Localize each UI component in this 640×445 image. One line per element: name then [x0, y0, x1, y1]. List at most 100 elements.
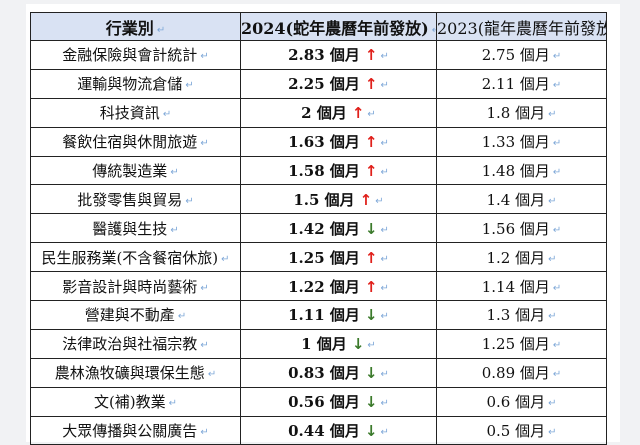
industry-name: 運輸與物流倉儲: [77, 75, 183, 94]
table-row: 文(補)教業 ↵ 0.56 個月 ↓ ↵ 0.6 個月 ↵: [30, 386, 607, 417]
bonus-2024-value: 1.63 個月: [288, 133, 360, 152]
table-row: 運輸與物流倉儲 ↵ 2.25 個月 ↑ ↵ 2.11 個月 ↵: [30, 68, 607, 99]
bonus-2024-cell: 2.83 個月 ↑ ↵: [240, 40, 437, 70]
bonus-2024-cell: 0.83 個月 ↓ ↵: [240, 357, 437, 388]
bonus-2023-value: 1.4 個月: [486, 190, 546, 209]
paragraph-mark-icon: ↵: [552, 167, 562, 178]
industry-name: 醫護與生技: [92, 219, 168, 238]
arrow-down-icon: ↓: [364, 393, 378, 412]
bonus-2023-cell: 1.8 個月 ↵: [436, 97, 607, 128]
arrow-up-icon: ↑: [364, 162, 378, 180]
bonus-2024-value: 1.42 個月: [288, 219, 360, 238]
paragraph-mark-icon: ↵: [552, 369, 562, 381]
paragraph-mark-icon: ↵: [200, 138, 209, 150]
bonus-2024-cell: 1.58 個月 ↑ ↵: [240, 155, 437, 186]
industry-name: 法律政治與社福宗教: [62, 335, 198, 354]
industry-cell: 文(補)教業 ↵: [30, 386, 241, 417]
table-body: 金融保險與會計統計 ↵ 2.83 個月 ↑ ↵ 2.75 個月 ↵ 運輸與物流倉儲 ↵ 2.25 …: [30, 40, 607, 445]
paragraph-mark-icon: ↵: [552, 138, 562, 150]
bonus-2023-cell: 1.25 個月 ↵: [436, 328, 607, 359]
bonus-2023-value: 1.48 個月: [481, 162, 550, 180]
table-row: 醫護與生技 ↵ 1.42 個月 ↓ ↵ 1.56 個月 ↵: [30, 213, 607, 244]
bonus-2023-cell: 1.33 個月 ↵: [436, 126, 607, 157]
bonus-2023-value: 1.8 個月: [486, 104, 546, 123]
industry-name: 科技資訊: [99, 104, 160, 123]
industry-name: 民生服務業(不含餐宿休旅): [41, 248, 219, 267]
table-row: 影音設計與時尚藝術 ↵ 1.22 個月 ↑ ↵ 1.14 個月 ↵: [30, 271, 607, 302]
industry-cell: 科技資訊 ↵: [30, 97, 241, 128]
paragraph-mark-icon: ↵: [200, 282, 209, 294]
industry-cell: 大眾傳播與公關廣告 ↵: [30, 415, 241, 445]
bonus-2024-value: 1.11 個月: [288, 306, 360, 325]
industry-name: 農林漁牧礦與環保生態: [54, 364, 205, 383]
industry-name: 金融保險與會計統計: [62, 46, 198, 65]
table-row: 金融保險與會計統計 ↵ 2.83 個月 ↑ ↵ 2.75 個月 ↵: [30, 40, 607, 70]
paragraph-mark-icon: ↵: [375, 195, 384, 207]
bonus-2024-cell: 0.56 個月 ↓ ↵: [240, 386, 437, 417]
bonus-2024-cell: 1.63 個月 ↑ ↵: [240, 126, 437, 157]
bonus-2023-value: 1.56 個月: [481, 219, 550, 238]
table-row: 農林漁牧礦與環保生態 ↵ 0.83 個月 ↓ ↵ 0.89 個月 ↵: [30, 357, 607, 388]
bonus-2023-cell: 1.48 個月 ↵: [436, 155, 607, 186]
paragraph-mark-icon: ↵: [380, 427, 389, 439]
industry-name: 批發零售與貿易: [77, 190, 183, 209]
arrow-down-icon: ↓: [364, 306, 378, 325]
paragraph-mark-icon: ↵: [170, 167, 179, 178]
paragraph-mark-icon: ↵: [200, 51, 209, 63]
bonus-2023-cell: 0.89 個月 ↵: [436, 357, 607, 388]
bonus-2023-value: 2.11 個月: [481, 75, 550, 94]
bonus-2023-value: 1.14 個月: [481, 277, 550, 296]
industry-cell: 農林漁牧礦與環保生態 ↵: [30, 357, 241, 388]
paragraph-mark-icon: ↵: [185, 195, 194, 207]
industry-cell: 批發零售與貿易 ↵: [30, 184, 241, 215]
paragraph-mark-icon: ↵: [548, 427, 557, 439]
bonus-2023-value: 1.3 個月: [486, 306, 546, 325]
arrow-up-icon: ↑: [364, 75, 378, 94]
table-row: 法律政治與社福宗教 ↵ 1 個月 ↓ ↵ 1.25 個月 ↵: [30, 328, 607, 359]
industry-cell: 民生服務業(不含餐宿休旅) ↵: [30, 242, 241, 273]
industry-name: 文(補)教業: [93, 393, 166, 412]
arrow-down-icon: ↓: [351, 335, 365, 354]
bonus-2024-cell: 1.25 個月 ↑ ↵: [240, 242, 437, 273]
paragraph-mark-icon: ↵: [380, 282, 389, 294]
paragraph-mark-icon: ↵: [367, 109, 376, 121]
bonus-table: 行業別↵ 2024(蛇年農曆年前發放)↵ 2023(龍年農曆年前發放)↵ 金融保…: [30, 12, 607, 445]
paragraph-mark-icon: ↵: [170, 224, 179, 236]
paragraph-mark-icon: ↵: [380, 51, 389, 63]
paragraph-mark-icon: ↵: [200, 427, 209, 439]
industry-name: 餐飲住宿與休閒旅遊: [62, 133, 198, 152]
paragraph-mark-icon: ↵: [432, 25, 436, 36]
bonus-2024-cell: 2.25 個月 ↑ ↵: [240, 68, 437, 99]
paragraph-mark-icon: ↵: [221, 253, 230, 265]
paragraph-mark-icon: ↵: [380, 138, 389, 150]
bonus-2023-value: 0.6 個月: [486, 393, 546, 412]
paragraph-mark-icon: ↵: [380, 80, 389, 92]
bonus-2024-value: 1.5 個月: [293, 190, 355, 209]
bonus-2024-cell: 0.44 個月 ↓ ↵: [240, 415, 437, 445]
paragraph-mark-icon: ↵: [552, 80, 562, 92]
bonus-2023-cell: 1.56 個月 ↵: [436, 213, 607, 244]
bonus-2023-cell: 0.5 個月 ↵: [436, 415, 607, 445]
paragraph-mark-icon: ↵: [156, 24, 166, 36]
table-row: 傳統製造業 ↵ 1.58 個月 ↑ ↵ 1.48 個月 ↵: [30, 155, 607, 186]
paragraph-mark-icon: ↵: [380, 253, 389, 265]
bonus-2024-value: 2 個月: [301, 104, 347, 123]
paragraph-mark-icon: ↵: [185, 80, 194, 92]
paragraph-mark-icon: ↵: [548, 398, 557, 410]
paragraph-mark-icon: ↵: [380, 311, 389, 323]
arrow-up-icon: ↑: [364, 133, 378, 152]
bonus-2023-cell: 1.14 個月 ↵: [436, 271, 607, 302]
paragraph-mark-icon: ↵: [380, 167, 389, 178]
bonus-2024-cell: 2 個月 ↑ ↵: [240, 97, 437, 128]
bonus-2024-cell: 1.5 個月 ↑ ↵: [240, 184, 437, 215]
table-header-row: 行業別↵ 2024(蛇年農曆年前發放)↵ 2023(龍年農曆年前發放)↵: [30, 12, 607, 41]
paragraph-mark-icon: ↵: [380, 398, 389, 410]
table-row: 批發零售與貿易 ↵ 1.5 個月 ↑ ↵ 1.4 個月 ↵: [30, 184, 607, 215]
arrow-down-icon: ↓: [364, 364, 378, 383]
paragraph-mark-icon: ↵: [207, 369, 217, 381]
industry-cell: 影音設計與時尚藝術 ↵: [30, 271, 241, 302]
bonus-2023-value: 2.75 個月: [481, 46, 550, 65]
paragraph-mark-icon: ↵: [200, 340, 209, 352]
paragraph-mark-icon: ↵: [380, 224, 389, 236]
